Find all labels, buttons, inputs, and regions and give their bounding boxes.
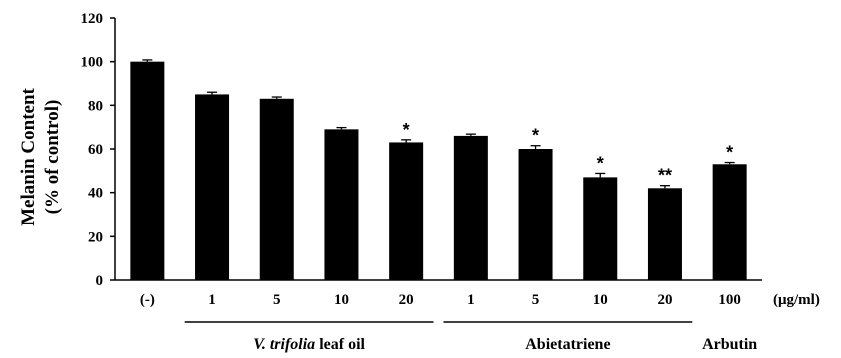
x-tick-label: 100: [718, 292, 741, 308]
x-tick-label: 1: [467, 292, 475, 308]
bar: [130, 61, 165, 280]
group-labels: V. trifolia leaf oil Abietatriene Arbutin: [184, 321, 757, 353]
x-tick-label: 5: [532, 292, 540, 308]
x-tick-label: 20: [399, 292, 414, 308]
x-tick-label: (-): [140, 292, 155, 308]
significance-mark: *: [532, 126, 539, 146]
x-tick-label: 10: [593, 292, 608, 308]
x-unit-label: (μg/ml): [773, 292, 820, 308]
bar: [195, 94, 230, 281]
significance-mark: **: [658, 166, 672, 186]
bar: [324, 129, 359, 280]
x-tick-label: 10: [334, 292, 349, 308]
x-tick-label: 5: [273, 292, 281, 308]
significance-mark: *: [726, 143, 733, 163]
significance-mark: *: [403, 120, 410, 140]
y-tick-label: 100: [81, 55, 104, 71]
y-tick-label: 40: [88, 186, 103, 202]
x-axis-labels: (-) 1 5 10 20 1 5 10 20 100 (μg/ml): [140, 292, 820, 308]
y-tick-label: 60: [88, 142, 103, 158]
bar: [259, 98, 294, 281]
bar: [583, 177, 618, 280]
group-label: V. trifolia leaf oil: [253, 336, 365, 353]
bar: [389, 142, 424, 280]
y-tick-label: 0: [96, 273, 104, 289]
bar: [712, 164, 747, 280]
y-axis-label: Melanin Content (% of control): [18, 87, 63, 225]
y-axis-label-line: Melanin Content: [18, 87, 39, 225]
y-axis-label-line: (% of control): [42, 100, 63, 215]
bars: * *****: [130, 59, 747, 281]
bar: [647, 188, 682, 280]
bar: [453, 135, 488, 280]
group-label: Arbutin: [702, 336, 757, 353]
x-tick-label: 20: [657, 292, 672, 308]
significance-mark: *: [597, 153, 604, 173]
y-tick-label: 80: [88, 98, 103, 114]
group-label: Abietatriene: [525, 336, 610, 353]
x-tick-label: 1: [208, 292, 216, 308]
y-axis-ticks: 0 20 40 60 80 100 120: [81, 11, 115, 289]
y-tick-label: 20: [88, 229, 103, 245]
y-tick-label: 120: [81, 11, 104, 27]
bar: [518, 149, 553, 280]
